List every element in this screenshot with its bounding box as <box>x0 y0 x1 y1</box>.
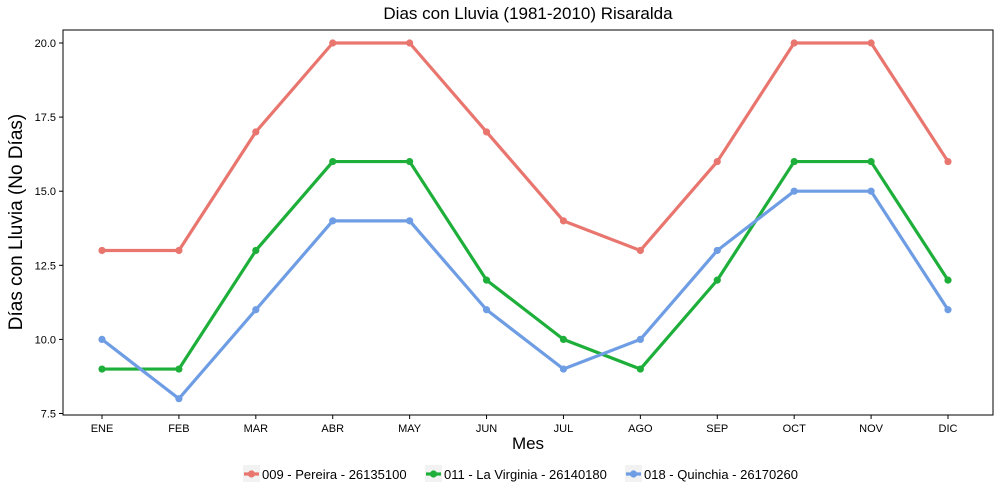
x-tick-label: OCT <box>783 423 807 435</box>
data-point <box>98 365 106 373</box>
data-point <box>559 335 568 343</box>
data-point <box>867 187 875 195</box>
legend: 009 - Pereira - 26135100 011 - La Virgini… <box>243 465 798 482</box>
x-tick-label: DIC <box>939 423 958 435</box>
data-point <box>329 217 337 225</box>
data-point <box>636 365 644 373</box>
data-point <box>252 246 260 255</box>
data-point <box>713 276 721 284</box>
plot-area <box>62 29 994 416</box>
data-point <box>944 157 952 166</box>
data-point <box>252 128 260 136</box>
data-point <box>175 246 183 255</box>
legend-key-point <box>247 470 256 478</box>
y-tick-label: 15.0 <box>35 186 56 198</box>
data-point <box>482 276 491 284</box>
data-point <box>98 246 106 255</box>
series-line <box>100 189 950 401</box>
series-1 <box>98 39 952 255</box>
legend-key-point <box>629 470 638 478</box>
series-line <box>100 41 950 253</box>
y-tick-label: 7.5 <box>41 409 56 421</box>
legend-item: 011 - La Virginia - 26140180 <box>425 465 607 482</box>
data-point <box>329 39 337 47</box>
legend-label: 011 - La Virginia - 26140180 <box>444 467 607 482</box>
x-tick-label: ENE <box>91 423 114 435</box>
data-point <box>482 306 491 314</box>
x-tick-label: MAY <box>398 423 422 435</box>
x-tick-label: JUL <box>554 423 574 435</box>
legend-label: 009 - Pereira - 26135100 <box>262 467 407 482</box>
y-axis: 7.5 10.0 12.5 15.0 17.5 20.0 <box>35 38 63 421</box>
x-tick-label: ABR <box>321 423 344 435</box>
x-tick-label: FEB <box>168 423 189 435</box>
data-point <box>559 365 568 373</box>
x-tick-label: AGO <box>628 423 653 435</box>
y-axis-label: Días con Lluvia (No Días) <box>6 114 27 330</box>
legend-key-point <box>429 470 438 478</box>
data-point <box>636 246 644 255</box>
y-tick-label: 12.5 <box>35 260 56 272</box>
x-tick-label: MAR <box>244 423 269 435</box>
data-point <box>329 157 337 166</box>
data-point <box>713 246 721 255</box>
data-point <box>790 157 798 166</box>
data-point <box>406 217 414 225</box>
y-tick-label: 17.5 <box>35 112 56 124</box>
data-point <box>790 39 798 47</box>
x-tick-label: NOV <box>859 423 884 435</box>
data-point <box>175 365 183 373</box>
series-3 <box>98 187 952 403</box>
data-point <box>636 335 644 343</box>
x-axis-label: Mes <box>512 434 544 453</box>
data-point <box>175 395 183 403</box>
data-point <box>867 157 875 166</box>
data-point <box>406 39 414 47</box>
x-axis: ENE FEB MAR ABR MAY JUN JUL AGO SEP OCT NOV DIC <box>91 415 958 435</box>
series-layer <box>98 39 952 403</box>
data-point <box>944 276 952 284</box>
data-point <box>559 217 568 225</box>
x-tick-label: SEP <box>706 423 728 435</box>
y-tick-label: 10.0 <box>35 334 56 346</box>
data-point <box>98 335 106 343</box>
data-point <box>867 39 875 47</box>
y-tick-label: 20.0 <box>35 38 56 50</box>
data-point <box>482 128 491 136</box>
data-point <box>713 157 721 166</box>
data-point <box>252 306 260 314</box>
legend-item: 009 - Pereira - 26135100 <box>243 465 407 482</box>
chart-title: Dias con Lluvia (1981-2010) Risaralda <box>383 4 673 23</box>
data-point <box>790 187 798 195</box>
data-point <box>944 306 952 314</box>
series-2 <box>98 157 952 373</box>
x-tick-label: JUN <box>476 423 497 435</box>
series-line <box>100 159 950 371</box>
data-point <box>406 157 414 166</box>
legend-item: 018 - Quinchia - 26170260 <box>625 465 798 482</box>
legend-label: 018 - Quinchia - 26170260 <box>644 467 798 482</box>
